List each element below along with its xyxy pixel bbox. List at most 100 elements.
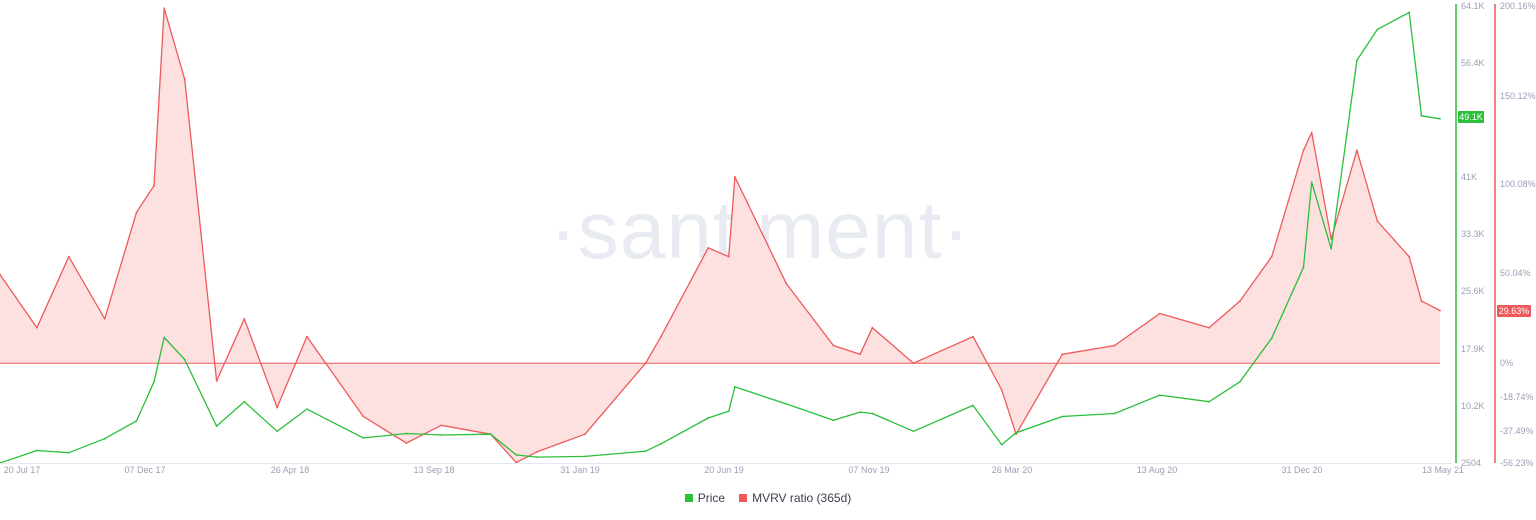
mvrv-tick-label: 200.16% [1500,1,1536,11]
mvrv-point [1310,131,1313,134]
price-tick-label: 25.6K [1461,286,1485,296]
mvrv-swatch [739,494,748,502]
mvrv-point [1239,300,1241,302]
mvrv-point [67,255,70,258]
mvrv-tick-label: -56.23% [1500,458,1534,468]
mvrv-point [1356,149,1358,152]
mvrv-tick-label: 100.08% [1500,179,1536,189]
price-point [1420,114,1423,117]
mvrv-point [183,78,186,81]
price-tick-label: 64.1K [1461,1,1485,11]
price-point [859,411,861,413]
price-swatch [684,494,693,502]
price-point [103,437,106,440]
price-point [36,449,38,452]
x-tick-label: 26 Mar 20 [992,465,1033,475]
price-point [1356,59,1358,62]
price-point [135,420,138,422]
mvrv-point [1376,220,1379,223]
price-point [440,434,443,436]
price-point [276,430,278,433]
mvrv-point [362,415,365,418]
mvrv-point [36,326,38,329]
mvrv-point [584,433,586,436]
mvrv-point [972,335,974,338]
mvrv-point [859,353,861,356]
price-point [1113,412,1116,415]
mvrv-point [785,282,788,285]
mvrv-tick-label: 150.12% [1500,91,1536,101]
mvrv-point [405,442,408,444]
price-line [0,11,1441,464]
price-point [1408,11,1411,14]
price-point [67,451,70,454]
mvrv-point [912,362,915,365]
mvrv-point [1408,255,1411,258]
mvrv-point [1420,300,1423,302]
mvrv-point [0,273,1,276]
price-point [1208,400,1210,403]
x-tick-label: 13 Aug 20 [1137,465,1178,475]
x-tick-label: 20 Jul 17 [4,465,41,475]
mvrv-point [1000,388,1003,391]
price-tick-label: 56.4K [1461,58,1485,68]
price-tick-label: 2504 [1461,458,1481,468]
price-tick-label: 10.2K [1461,401,1485,411]
mvrv-point [1061,353,1064,356]
mvrv-tick-label: 0% [1500,358,1513,368]
mvrv-point [1270,255,1273,258]
legend-label-price: Price [697,491,726,505]
mvrv-point [153,184,155,187]
mvrv-current-label: 29.63% [1499,306,1530,316]
mvrv-point [163,7,166,10]
mvrv-point [734,176,736,178]
mvrv-point [276,406,278,409]
price-point [1310,181,1313,184]
price-tick-label: 17.9K [1461,344,1485,354]
mvrv-point [1302,149,1305,152]
mvrv-tick-label: -37.49% [1500,426,1534,436]
mvrv-point [535,451,538,453]
mvrv-point [644,362,647,365]
mvrv-point [727,255,730,258]
mvrv-line [0,7,1441,464]
price-point [1302,266,1305,269]
mvrv-current-badge: 29.63% [1497,305,1531,317]
axes: 20 Jul 17 07 Dec 17 26 Apr 18 13 Sep 18 31 J… [0,1,1536,475]
price-point [215,425,218,427]
x-tick-label: 07 Nov 19 [848,465,889,475]
mvrv-point [215,380,218,382]
price-current-label: 49.1K [1459,112,1483,122]
mvrv-point [1208,326,1210,329]
mvrv-point [707,247,710,249]
price-point [912,430,915,433]
x-tick-label: 26 Apr 18 [271,465,310,475]
price-point [163,336,166,339]
price-tick-label: 33.3K [1461,229,1485,239]
x-tick-label: 31 Dec 20 [1281,465,1322,475]
price-point [644,450,647,453]
price-point [362,437,365,439]
legend-item-price[interactable]: Price [684,491,726,505]
price-point [153,380,155,383]
price-point [584,455,586,458]
mvrv-tick-label: -18.74% [1500,392,1534,402]
x-tick-label: 31 Jan 19 [560,465,600,475]
price-point [489,433,492,436]
price-point [515,454,518,456]
price-point [405,432,408,435]
legend-item-mvrv[interactable]: MVRV ratio (365d) [739,491,851,505]
price-point [707,417,710,419]
price-point [1061,415,1064,418]
price-point [1000,443,1003,446]
price-point [306,408,308,410]
mvrv-point [243,317,246,320]
mvrv-point [660,335,662,338]
price-point [785,403,788,405]
x-tick-label: 13 Sep 18 [413,465,454,475]
price-current-badge: 49.1K [1458,111,1484,123]
price-point [832,419,835,422]
mvrv-point [832,344,835,347]
price-point [1376,28,1379,31]
